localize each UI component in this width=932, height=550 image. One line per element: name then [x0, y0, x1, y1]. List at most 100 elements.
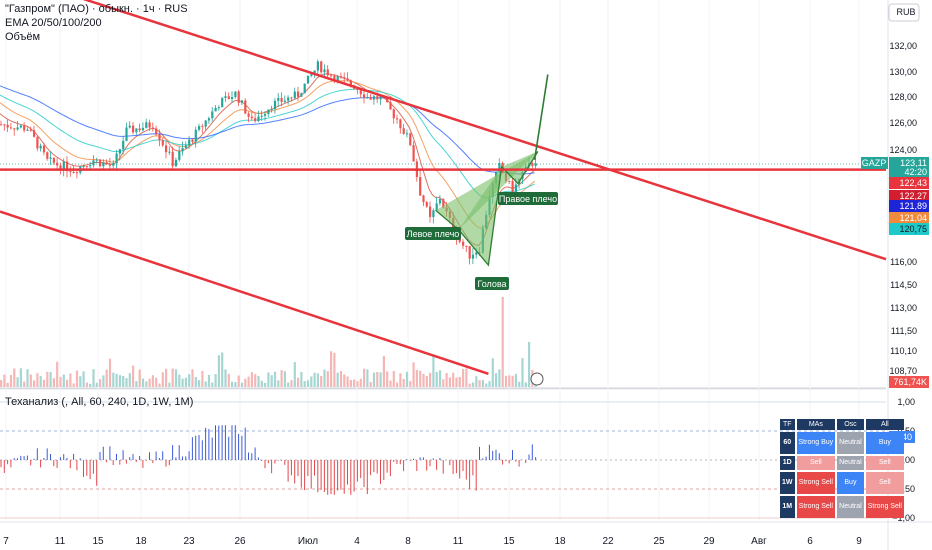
y-tick-label: 132,00 — [889, 41, 917, 51]
ta-row-mas: Sell — [796, 456, 836, 470]
candle-body — [402, 128, 405, 134]
y-tick-label: 113,00 — [890, 303, 917, 313]
candle-body — [168, 151, 171, 153]
candle-body — [247, 113, 250, 117]
volume-bar — [201, 370, 204, 387]
candle-body — [392, 109, 395, 119]
chart-grid — [0, 0, 886, 520]
pattern-label-bg — [475, 277, 509, 290]
candle-body — [26, 129, 29, 131]
candle-body — [313, 70, 316, 75]
y-tick-label: 108,70 — [889, 366, 917, 376]
candle-body — [458, 238, 461, 242]
pattern-label: Левое плечо — [407, 229, 460, 239]
candle-body — [316, 61, 319, 71]
candle-body — [306, 75, 310, 84]
pattern-fill — [458, 166, 502, 266]
candle-body — [85, 166, 88, 168]
volume-bar — [471, 382, 475, 387]
candle-body — [181, 148, 184, 152]
volume-bar — [432, 355, 435, 387]
volume-bar — [372, 372, 376, 387]
candle-body — [359, 89, 362, 95]
ema-legend[interactable]: EMA 20/50/100/200 — [5, 17, 102, 29]
candle-body — [178, 151, 181, 160]
volume-bar — [389, 380, 392, 387]
indicator-title[interactable]: Теханализ (, All, 60, 240, 1D, 1W, 1M) — [5, 396, 194, 408]
ema-line — [0, 85, 535, 175]
candle-body — [468, 246, 471, 259]
volume-bar — [72, 383, 75, 387]
symbol-title[interactable]: "Газпром" (ПАО) · обыкн. · 1ч · RUS — [5, 3, 188, 15]
volume-bar — [204, 381, 207, 387]
ta-row-osc: Neutral — [837, 496, 864, 518]
ta-header-osc: Osc — [837, 419, 864, 430]
currency-label: RUB — [896, 7, 915, 17]
volume-bar — [524, 382, 527, 387]
volume-bar — [488, 381, 491, 387]
volume-bar — [462, 368, 465, 387]
volume-bar — [29, 374, 32, 387]
y-tick-label: 110,10 — [890, 346, 917, 356]
volume-bar — [125, 378, 128, 387]
volume-bar — [19, 368, 22, 387]
volume-legend[interactable]: Объём — [5, 31, 41, 43]
volume-bar — [3, 374, 6, 387]
volume-bar — [194, 376, 197, 387]
candle-body — [471, 254, 475, 259]
candle-body — [99, 159, 102, 167]
candle-body — [326, 69, 329, 76]
ema50-badge-bg — [889, 190, 929, 202]
candle-body — [108, 164, 112, 166]
trend-lines[interactable] — [0, 0, 887, 376]
y-tick-label: 126,00 — [889, 118, 917, 128]
head-shoulders-pattern: Левое плечо Голова Правое плечо — [405, 151, 558, 386]
candle-body — [198, 126, 201, 130]
candle-body — [343, 77, 346, 79]
candle-body — [297, 91, 300, 97]
volume-bar — [402, 379, 405, 387]
candle-body — [250, 116, 253, 119]
volume-bar — [326, 371, 329, 387]
x-tick-label: 6 — [807, 536, 813, 547]
trend-line — [0, 210, 489, 376]
candle-body — [419, 177, 422, 196]
candle-body — [389, 102, 392, 110]
candle-body — [412, 145, 415, 162]
volume-bar — [178, 374, 181, 387]
candle-body — [462, 241, 465, 246]
volume-bar — [270, 375, 273, 387]
candle-body — [237, 91, 240, 103]
candle-body — [95, 159, 98, 161]
volume-bar — [438, 370, 442, 387]
volume-bar — [174, 369, 178, 387]
ema20-badge-bg — [889, 177, 929, 189]
volume-bar — [231, 381, 234, 387]
volume-bar — [415, 370, 418, 387]
candle-body — [6, 124, 9, 128]
candle-body — [151, 127, 154, 129]
candle-body — [363, 94, 366, 98]
volume-bar — [16, 377, 19, 387]
volume-bar — [435, 371, 438, 387]
lightning-icon — [530, 372, 544, 386]
x-tick-label: 29 — [703, 536, 715, 547]
volume-bar — [267, 372, 270, 387]
volume-bar — [188, 374, 191, 387]
pattern-outline — [435, 151, 539, 267]
candle-body — [405, 133, 409, 135]
volume-bar — [442, 379, 445, 387]
x-tick-label: 18 — [135, 536, 147, 547]
volume-bar — [165, 368, 168, 387]
volume-bar — [122, 375, 125, 387]
candle-body — [442, 199, 445, 208]
ema100-badge-bg — [889, 200, 929, 212]
volume-bar — [52, 378, 55, 387]
volume-bar — [79, 376, 82, 387]
volume-bar — [528, 342, 531, 387]
candle-body — [267, 109, 270, 115]
candle-body — [161, 140, 164, 146]
volume-bar — [273, 371, 277, 387]
candle-body — [207, 118, 211, 121]
